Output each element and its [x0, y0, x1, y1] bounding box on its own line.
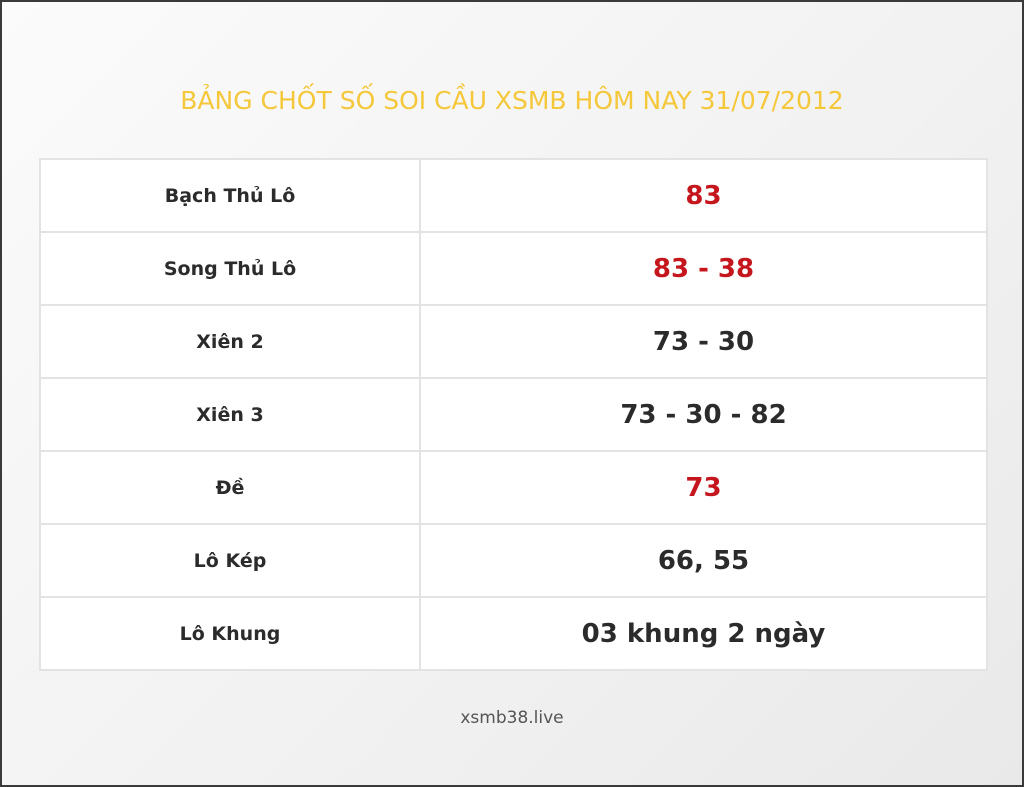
table-row: Lô Kép 66, 55 — [39, 523, 988, 598]
row-label: Song Thủ Lô — [39, 231, 421, 306]
row-value: 73 — [419, 450, 988, 525]
table-row: Song Thủ Lô 83 - 38 — [39, 231, 988, 306]
row-value: 03 khung 2 ngày — [419, 596, 988, 671]
table-row: Lô Khung 03 khung 2 ngày — [39, 596, 988, 671]
table-row: Đề 73 — [39, 450, 988, 525]
table-row: Xiên 3 73 - 30 - 82 — [39, 377, 988, 452]
row-value: 83 - 38 — [419, 231, 988, 306]
prediction-table: Bạch Thủ Lô 83 Song Thủ Lô 83 - 38 Xiên 2 73 … — [39, 158, 988, 671]
row-label: Bạch Thủ Lô — [39, 158, 421, 233]
table-row: Bạch Thủ Lô 83 — [39, 158, 988, 233]
row-label: Xiên 2 — [39, 304, 421, 379]
row-label: Lô Khung — [39, 596, 421, 671]
row-value: 73 - 30 — [419, 304, 988, 379]
row-label: Đề — [39, 450, 421, 525]
row-value: 66, 55 — [419, 523, 988, 598]
row-label: Lô Kép — [39, 523, 421, 598]
row-value: 73 - 30 - 82 — [419, 377, 988, 452]
site-watermark: xsmb38.live — [460, 708, 564, 728]
table-row: Xiên 2 73 - 30 — [39, 304, 988, 379]
page-title: BẢNG CHỐT SỐ SOI CẦU XSMB HÔM NAY 31/07/… — [180, 86, 844, 115]
row-value: 83 — [419, 158, 988, 233]
row-label: Xiên 3 — [39, 377, 421, 452]
